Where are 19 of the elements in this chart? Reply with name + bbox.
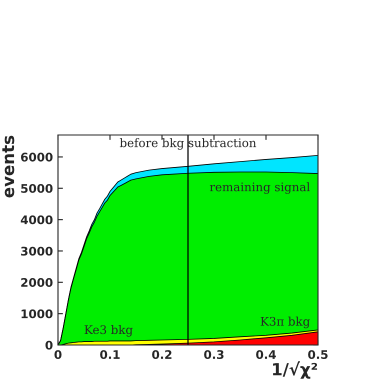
y-tick-label: 5000 [21,184,53,193]
x-tick-label: 0.4 [256,350,276,359]
y-tick-label: 3000 [21,246,53,256]
x-tick-label: 0.5 [308,350,328,359]
y-tick-label: 6000 [21,152,53,162]
y-tick-label: 1000 [22,309,53,318]
ref-line-label: before bkg subtraction [120,138,256,150]
y-tick-label: 0 [45,340,53,350]
x-tick-label: 0.3 [204,350,224,359]
x-axis-title: 1/√χ² [273,361,318,379]
x-tick-label: 0 [54,350,62,359]
y-tick-label: 4000 [20,215,53,224]
y-axis-title: events [2,136,14,198]
x-tick-label: 0.2 [152,350,172,359]
series-label: Ke3 bkg [84,325,133,337]
x-tick-label: 0.1 [100,350,120,359]
series-label: K3π bkg [260,316,310,328]
series-label: remaining signal [210,182,310,194]
y-tick-label: 2000 [21,278,53,287]
